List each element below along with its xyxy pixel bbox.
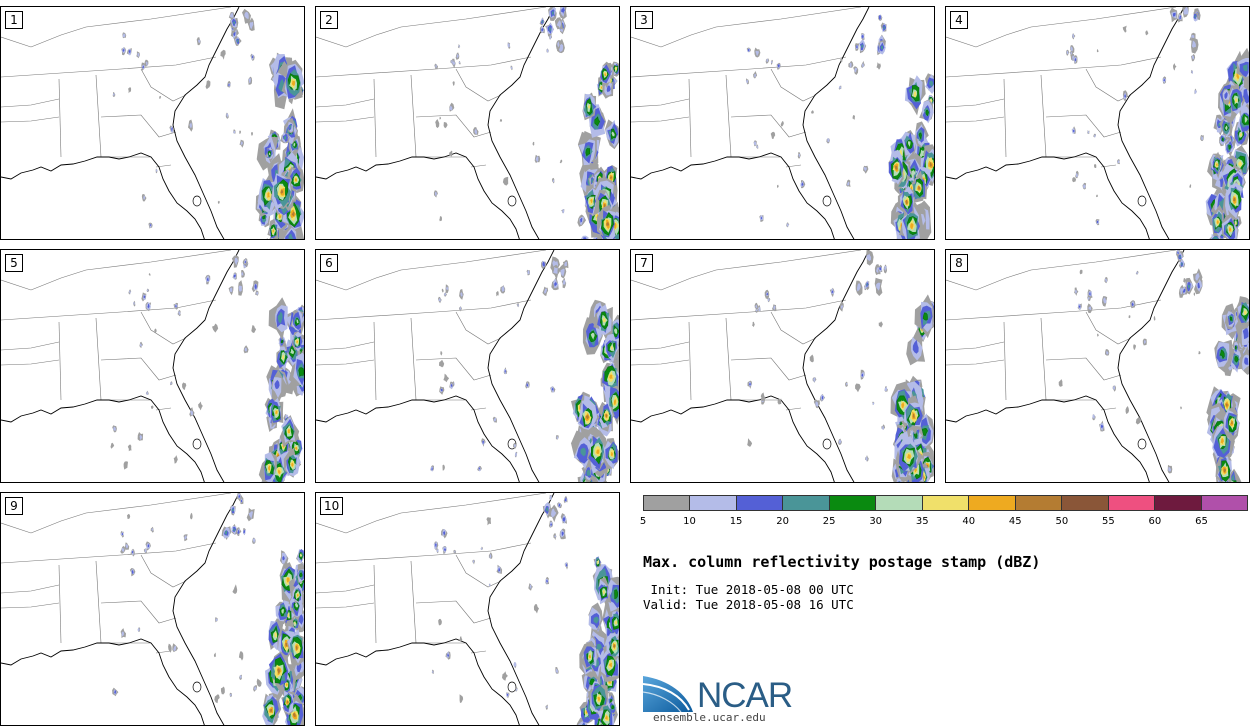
member-label: 9 bbox=[5, 497, 23, 515]
reflectivity-map bbox=[946, 250, 1249, 482]
member-panel-10: 10 bbox=[315, 492, 620, 726]
valid-time: Valid: Tue 2018-05-08 16 UTC bbox=[643, 597, 854, 612]
colorbar-tick-label: 20 bbox=[776, 516, 789, 527]
colorbar-segment bbox=[690, 496, 737, 510]
reflectivity-map bbox=[316, 7, 619, 239]
colorbar-segment bbox=[829, 496, 877, 510]
reflectivity-map bbox=[316, 250, 619, 482]
member-label: 6 bbox=[320, 254, 338, 272]
member-label: 8 bbox=[950, 254, 968, 272]
ncar-logo-icon bbox=[643, 676, 693, 713]
member-panel-6: 6 bbox=[315, 249, 620, 483]
member-panel-2: 2 bbox=[315, 6, 620, 240]
colorbar-tick-label: 15 bbox=[729, 516, 743, 527]
colorbar-segment bbox=[1062, 496, 1109, 510]
reflectivity-map bbox=[1, 250, 304, 482]
init-time: Init: Tue 2018-05-08 00 UTC bbox=[643, 582, 854, 597]
member-label: 1 bbox=[5, 11, 23, 29]
colorbar-segment bbox=[1015, 496, 1063, 510]
member-panel-9: 9 bbox=[0, 492, 305, 726]
reflectivity-map bbox=[631, 250, 934, 482]
colorbar-tick-label: 45 bbox=[1008, 516, 1022, 527]
colorbar-tick-label: 40 bbox=[962, 516, 976, 527]
colorbar-segment bbox=[1201, 496, 1248, 510]
colorbar-tick-label: 30 bbox=[869, 516, 883, 527]
colorbar-tick-label: 65 bbox=[1195, 516, 1208, 527]
member-label: 10 bbox=[320, 497, 344, 515]
reflectivity-map bbox=[1, 493, 304, 725]
member-label: 4 bbox=[950, 11, 968, 29]
member-panel-8: 8 bbox=[945, 249, 1250, 483]
colorbar-segment bbox=[1155, 496, 1202, 510]
member-panel-5: 5 bbox=[0, 249, 305, 483]
reflectivity-map bbox=[1, 7, 304, 239]
member-label: 7 bbox=[635, 254, 653, 272]
reflectivity-map bbox=[316, 493, 619, 725]
colorbar-tick-label: 10 bbox=[683, 516, 696, 527]
colorbar-segment bbox=[644, 496, 691, 510]
member-panel-7: 7 bbox=[630, 249, 935, 483]
colorbar-tick-label: 50 bbox=[1055, 516, 1069, 527]
ncar-logo-text: NCAR bbox=[697, 676, 793, 715]
colorbar-tick-label: 5 bbox=[639, 516, 647, 527]
colorbar-ticks: 5 10 15 20 25 30 35 40 45 50 55 60 65 bbox=[639, 516, 1248, 530]
colorbar-segment bbox=[876, 496, 923, 510]
member-label: 5 bbox=[5, 254, 23, 272]
member-panel-3: 3 bbox=[630, 6, 935, 240]
colorbar-segment bbox=[922, 496, 970, 510]
reflectivity-map bbox=[631, 7, 934, 239]
colorbar-tick-label: 55 bbox=[1102, 516, 1115, 527]
colorbar-tick-label: 35 bbox=[915, 516, 929, 527]
reflectivity-colorbar bbox=[643, 495, 1248, 511]
figure-title: Max. column reflectivity postage stamp (… bbox=[643, 553, 1041, 571]
reflectivity-map bbox=[946, 7, 1249, 239]
member-panel-4: 4 bbox=[945, 6, 1250, 240]
member-label: 2 bbox=[320, 11, 338, 29]
member-panel-1: 1 bbox=[0, 6, 305, 240]
colorbar-segment bbox=[783, 496, 830, 510]
colorbar-tick-label: 25 bbox=[822, 516, 836, 527]
colorbar-tick-label: 60 bbox=[1148, 516, 1162, 527]
member-label: 3 bbox=[635, 11, 653, 29]
colorbar-segment bbox=[736, 496, 784, 510]
colorbar-segment bbox=[969, 496, 1016, 510]
colorbar-segment bbox=[1108, 496, 1156, 510]
site-url[interactable]: ensemble.ucar.edu bbox=[653, 711, 766, 724]
